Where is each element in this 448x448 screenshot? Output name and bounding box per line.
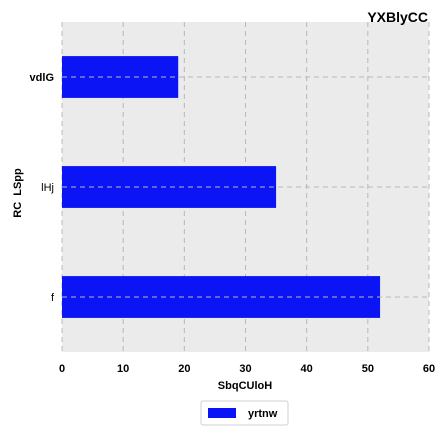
y-tick-label: lHj — [41, 182, 54, 194]
x-tick-label: 30 — [239, 363, 251, 375]
x-tick-label: 0 — [59, 363, 65, 375]
chart-title: YXBlyCC — [367, 9, 428, 25]
bar-layer — [62, 56, 429, 318]
x-tick-labels: 0 10 20 30 40 50 60 — [59, 363, 435, 375]
legend-box — [200, 400, 289, 426]
y-axis-label: RC LSpp — [12, 168, 24, 218]
y-tick-label: vdlG — [30, 72, 54, 84]
x-tick-label: 60 — [423, 363, 435, 375]
x-tick-label: 50 — [362, 363, 374, 375]
x-tick-label: 40 — [301, 363, 313, 375]
legend-swatch — [208, 408, 236, 418]
legend: yrtnw — [200, 400, 289, 426]
y-tick-label: f — [51, 292, 55, 304]
bar — [62, 166, 277, 208]
x-tick-label: 10 — [117, 363, 129, 375]
x-axis-label: SbqCUloH — [218, 380, 272, 392]
x-tick-label: 20 — [178, 363, 190, 375]
legend-label: yrtnw — [248, 408, 278, 420]
y-tick-labels: vdlG lHj f — [30, 72, 55, 304]
